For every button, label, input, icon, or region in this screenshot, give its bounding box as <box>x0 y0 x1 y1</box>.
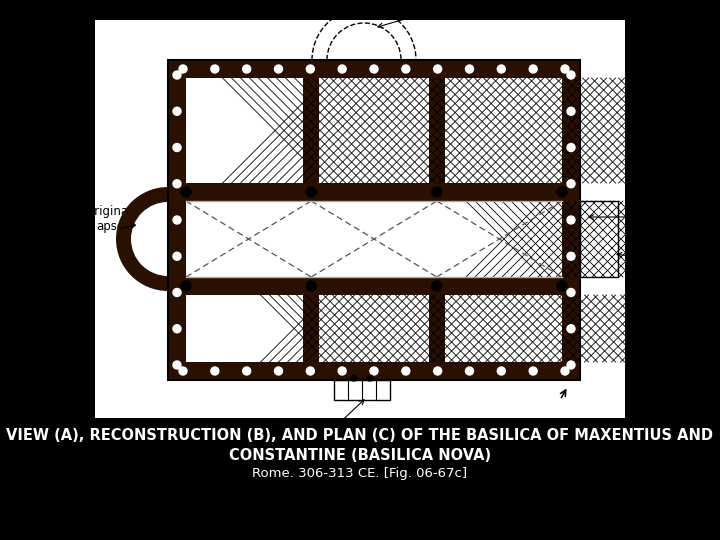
Circle shape <box>529 65 537 73</box>
Circle shape <box>370 65 378 73</box>
Circle shape <box>181 187 191 197</box>
Circle shape <box>243 367 251 375</box>
Text: groin-vaulted
nave: groin-vaulted nave <box>345 225 423 253</box>
Bar <box>334 380 390 400</box>
Circle shape <box>173 361 181 369</box>
Circle shape <box>567 71 575 79</box>
Circle shape <box>274 65 282 73</box>
Circle shape <box>211 367 219 375</box>
Bar <box>580 201 618 277</box>
Bar <box>186 295 303 362</box>
Circle shape <box>557 281 567 291</box>
Circle shape <box>432 187 442 197</box>
Text: Rome. 306-313 CE. [Fig. 06-67c]: Rome. 306-313 CE. [Fig. 06-67c] <box>253 468 467 481</box>
Text: VIEW (A), RECONSTRUCTION (B), AND PLAN (C) OF THE BASILICA OF MAXENTIUS AND: VIEW (A), RECONSTRUCTION (B), AND PLAN (… <box>6 429 714 443</box>
Circle shape <box>173 71 181 79</box>
Circle shape <box>466 367 474 375</box>
Circle shape <box>561 65 569 73</box>
Circle shape <box>306 187 316 197</box>
Bar <box>186 78 562 183</box>
Text: CONSTANTINE (BASILICA NOVA): CONSTANTINE (BASILICA NOVA) <box>229 449 491 463</box>
Circle shape <box>557 187 567 197</box>
Circle shape <box>173 107 181 115</box>
Circle shape <box>306 65 315 73</box>
Circle shape <box>402 65 410 73</box>
Circle shape <box>466 65 474 73</box>
Circle shape <box>338 367 346 375</box>
Circle shape <box>567 144 575 152</box>
Bar <box>95 20 625 418</box>
Bar <box>186 78 303 183</box>
Circle shape <box>306 281 316 291</box>
Circle shape <box>567 288 575 296</box>
Bar <box>186 78 562 362</box>
Circle shape <box>498 65 505 73</box>
Circle shape <box>561 367 569 375</box>
Bar <box>186 183 562 201</box>
Bar <box>186 295 562 362</box>
Bar <box>445 78 562 183</box>
Circle shape <box>351 375 357 381</box>
Bar <box>186 277 562 295</box>
Text: barrel-vaulted
bay: barrel-vaulted bay <box>480 117 563 145</box>
Bar <box>429 295 445 362</box>
Wedge shape <box>131 202 168 276</box>
Bar <box>319 78 429 183</box>
Circle shape <box>567 180 575 188</box>
Bar <box>319 295 429 362</box>
Circle shape <box>179 65 187 73</box>
Text: apse added later: apse added later <box>378 0 534 28</box>
Circle shape <box>274 367 282 375</box>
Bar <box>186 201 562 277</box>
Text: groin-
vaulted
porch: groin- vaulted porch <box>617 238 680 280</box>
Circle shape <box>498 367 505 375</box>
Circle shape <box>402 367 410 375</box>
Circle shape <box>338 65 346 73</box>
Circle shape <box>306 367 315 375</box>
Circle shape <box>173 180 181 188</box>
Circle shape <box>432 281 442 291</box>
Text: original
apse: original apse <box>88 205 132 233</box>
Circle shape <box>181 281 191 291</box>
Bar <box>445 295 562 362</box>
Circle shape <box>173 325 181 333</box>
Circle shape <box>211 65 219 73</box>
Text: original
entrance: original entrance <box>589 203 689 231</box>
Bar <box>168 60 580 380</box>
Text: barrel-vaulted
bay: barrel-vaulted bay <box>480 314 563 342</box>
Bar <box>168 60 580 380</box>
Circle shape <box>179 367 187 375</box>
Circle shape <box>529 367 537 375</box>
Circle shape <box>173 252 181 260</box>
Circle shape <box>567 325 575 333</box>
Circle shape <box>173 216 181 224</box>
Bar <box>429 78 445 183</box>
Wedge shape <box>116 187 168 291</box>
Circle shape <box>173 288 181 296</box>
Circle shape <box>567 107 575 115</box>
Bar <box>303 295 319 362</box>
Circle shape <box>243 65 251 73</box>
Text: entrance added later: entrance added later <box>269 400 395 436</box>
Circle shape <box>370 367 378 375</box>
Circle shape <box>433 367 441 375</box>
Circle shape <box>567 361 575 369</box>
Circle shape <box>173 144 181 152</box>
Circle shape <box>567 216 575 224</box>
Circle shape <box>367 375 373 381</box>
Circle shape <box>567 252 575 260</box>
Circle shape <box>433 65 441 73</box>
Bar <box>303 78 319 183</box>
